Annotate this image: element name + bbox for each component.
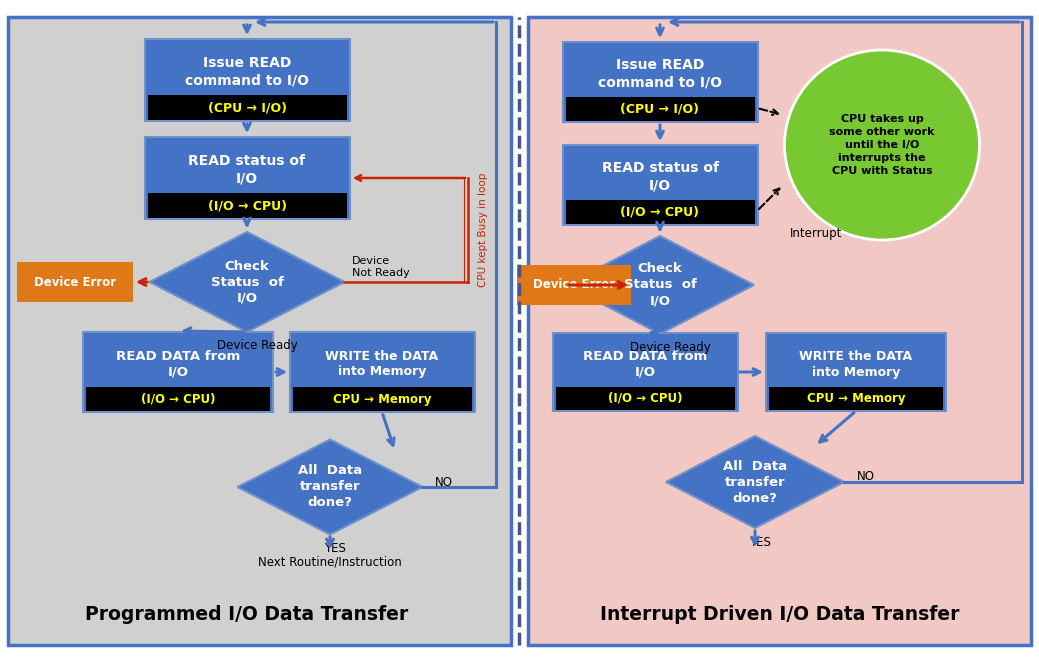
Text: CPU → Memory: CPU → Memory: [806, 392, 905, 405]
Text: Device Error: Device Error: [533, 279, 615, 291]
Text: All  Data
transfer
done?: All Data transfer done?: [723, 460, 788, 505]
Text: WRITE the DATA
into Memory: WRITE the DATA into Memory: [325, 350, 438, 379]
Text: Programmed I/O Data Transfer: Programmed I/O Data Transfer: [85, 606, 408, 624]
Text: Check
Status  of
I/O: Check Status of I/O: [211, 259, 284, 304]
Text: NO: NO: [435, 476, 453, 488]
FancyBboxPatch shape: [562, 145, 757, 225]
Text: (I/O → CPU): (I/O → CPU): [140, 393, 215, 405]
Text: CPU kept Busy in loop: CPU kept Busy in loop: [478, 173, 488, 287]
Text: (I/O → CPU): (I/O → CPU): [620, 206, 699, 218]
FancyBboxPatch shape: [553, 333, 738, 411]
Text: (CPU → I/O): (CPU → I/O): [208, 101, 287, 114]
Text: Issue READ
command to I/O: Issue READ command to I/O: [185, 56, 309, 88]
FancyBboxPatch shape: [556, 387, 735, 410]
Text: READ status of
I/O: READ status of I/O: [602, 161, 719, 193]
FancyBboxPatch shape: [8, 17, 511, 645]
FancyBboxPatch shape: [517, 265, 631, 305]
Text: READ status of
I/O: READ status of I/O: [188, 154, 305, 186]
Polygon shape: [666, 436, 844, 528]
FancyBboxPatch shape: [562, 42, 757, 122]
Ellipse shape: [784, 50, 980, 240]
Text: CPU takes up
some other work
until the I/O
interrupts the
CPU with Status: CPU takes up some other work until the I…: [829, 114, 935, 176]
Polygon shape: [150, 232, 345, 332]
FancyBboxPatch shape: [293, 387, 472, 411]
FancyBboxPatch shape: [148, 194, 346, 218]
Text: Check
Status  of
I/O: Check Status of I/O: [623, 263, 696, 308]
Text: YES: YES: [324, 543, 346, 555]
FancyBboxPatch shape: [148, 95, 346, 120]
Text: Device
Not Ready: Device Not Ready: [352, 256, 409, 278]
Text: Device Ready: Device Ready: [216, 340, 297, 352]
Text: Interrupt: Interrupt: [790, 226, 843, 239]
Text: READ DATA from
I/O: READ DATA from I/O: [583, 350, 708, 379]
FancyBboxPatch shape: [290, 332, 475, 412]
FancyBboxPatch shape: [565, 97, 754, 121]
Text: Device Error: Device Error: [34, 275, 116, 289]
FancyBboxPatch shape: [766, 333, 945, 411]
FancyBboxPatch shape: [83, 332, 273, 412]
Text: YES: YES: [749, 537, 771, 549]
FancyBboxPatch shape: [17, 262, 133, 302]
FancyBboxPatch shape: [144, 137, 349, 219]
Text: CPU → Memory: CPU → Memory: [332, 393, 431, 405]
Text: NO: NO: [857, 470, 875, 484]
Text: Next Routine/Instruction: Next Routine/Instruction: [258, 555, 402, 569]
Text: (I/O → CPU): (I/O → CPU): [608, 392, 683, 405]
FancyBboxPatch shape: [565, 200, 754, 224]
Text: Device Ready: Device Ready: [630, 342, 711, 354]
Text: Issue READ
command to I/O: Issue READ command to I/O: [598, 58, 722, 90]
Text: WRITE the DATA
into Memory: WRITE the DATA into Memory: [799, 350, 912, 379]
Text: Interrupt Driven I/O Data Transfer: Interrupt Driven I/O Data Transfer: [601, 606, 960, 624]
Text: READ DATA from
I/O: READ DATA from I/O: [116, 350, 240, 379]
Text: (I/O → CPU): (I/O → CPU): [208, 199, 287, 212]
Polygon shape: [566, 236, 754, 334]
Text: (CPU → I/O): (CPU → I/O): [620, 103, 699, 115]
FancyBboxPatch shape: [769, 387, 943, 410]
Polygon shape: [238, 440, 423, 535]
Text: All  Data
transfer
done?: All Data transfer done?: [298, 464, 362, 509]
FancyBboxPatch shape: [528, 17, 1031, 645]
FancyBboxPatch shape: [144, 39, 349, 121]
FancyBboxPatch shape: [86, 387, 270, 411]
